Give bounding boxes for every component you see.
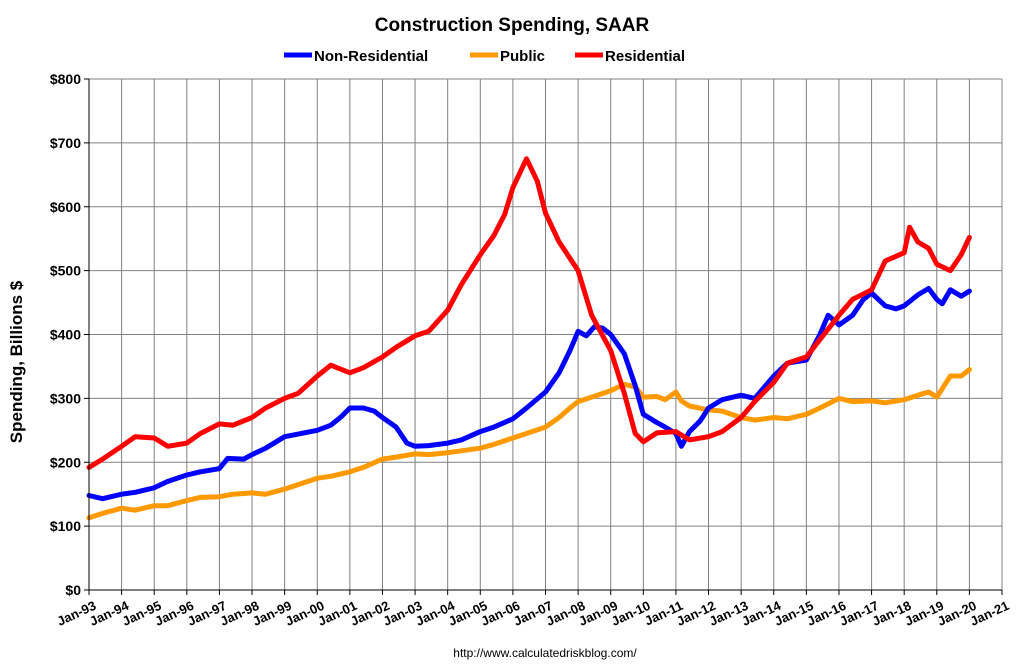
chart-title: Construction Spending, SAAR [375, 15, 650, 36]
grid [89, 78, 1003, 590]
y-tick-label: $100 [50, 518, 81, 534]
axes [84, 78, 1003, 595]
y-tick-label: $200 [50, 454, 81, 470]
legend-label: Public [500, 48, 545, 65]
y-axis-label: Spending, Billions $ [7, 280, 26, 443]
legend-label: Residential [605, 48, 685, 65]
y-tick-label: $700 [50, 135, 81, 151]
y-tick-label: $0 [65, 582, 81, 598]
y-tick-label: $300 [50, 390, 81, 406]
legend-label: Non-Residential [314, 48, 428, 65]
y-tick-label: $600 [50, 199, 81, 215]
y-tick-label: $400 [50, 327, 81, 343]
y-tick-label: $800 [50, 71, 81, 87]
y-tick-label: $500 [50, 263, 81, 279]
series-line-residential [86, 156, 972, 470]
legend: Non-Residential Public Residential [284, 48, 685, 65]
series-line-non-residential [86, 286, 972, 502]
source-url: http://www.calculatedriskblog.com/ [453, 646, 637, 660]
series-layer [86, 156, 972, 521]
x-tick-labels: Jan-93Jan-94Jan-95Jan-96Jan-97Jan-98Jan-… [55, 597, 1012, 628]
series-line-public [86, 367, 972, 521]
y-tick-labels: $0 $100 $200 $300 $400 $500 $600 $700 $800 [50, 71, 81, 598]
